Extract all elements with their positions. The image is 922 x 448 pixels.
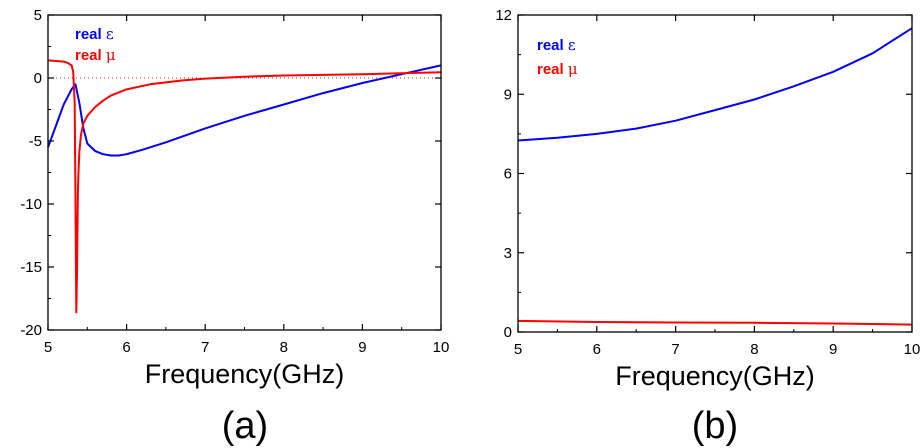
y-tick-label: 12 — [495, 7, 512, 24]
x-tick-label: 6 — [122, 339, 130, 356]
series-line-real-epsilon — [47, 64, 442, 157]
y-tick-label: 0 — [34, 70, 42, 87]
legend-entry-real-epsilon: real ε — [75, 25, 114, 43]
legend-text: real — [75, 47, 106, 64]
x-tick-label: 7 — [671, 341, 679, 358]
legend-symbol: μ — [568, 60, 578, 78]
y-tick-label: 3 — [504, 245, 512, 262]
legend-symbol: ε — [568, 36, 576, 54]
legend-entry-real-epsilon: real ε — [537, 36, 576, 54]
panel-label: (b) — [692, 405, 738, 447]
legend-text: real — [75, 26, 106, 43]
x-tick-label: 8 — [280, 339, 288, 356]
y-tick-label: -5 — [29, 133, 42, 150]
legend-symbol: ε — [106, 25, 114, 43]
x-tick-label: 5 — [514, 341, 522, 358]
y-tick-label: 5 — [34, 7, 42, 24]
y-tick-label: 6 — [504, 166, 512, 183]
legend-symbol: μ — [106, 46, 116, 64]
x-axis-title: Frequency(GHz) — [615, 361, 815, 391]
x-tick-label: 9 — [829, 341, 837, 358]
series-line-real-mu — [517, 319, 913, 326]
y-tick-label: 9 — [504, 86, 512, 103]
x-tick-label: 5 — [44, 339, 52, 356]
series-line-real-mu — [47, 59, 442, 314]
x-tick-label: 6 — [593, 341, 601, 358]
x-axis-title: Frequency(GHz) — [145, 359, 345, 389]
y-tick-label: 0 — [504, 324, 512, 341]
series-line-real-epsilon — [517, 27, 913, 142]
y-tick-label: -15 — [20, 259, 42, 276]
legend-entry-real-mu: real μ — [75, 46, 116, 64]
chart-panel-a: 5 6 7 8 9 10 5 0 -5 -10 -15 -20 Frequency(GHz) (a) rea… — [20, 7, 449, 447]
y-tick-label: -20 — [20, 322, 42, 339]
x-tick-label: 10 — [904, 341, 921, 358]
x-tick-label: 7 — [201, 339, 209, 356]
x-tick-label: 10 — [433, 339, 450, 356]
legend-entry-real-mu: real μ — [537, 60, 578, 78]
legend-text: real — [537, 61, 568, 78]
legend-text: real — [537, 37, 568, 54]
y-tick-label: -10 — [20, 196, 42, 213]
x-tick-label: 8 — [750, 341, 758, 358]
x-tick-label: 9 — [358, 339, 366, 356]
panel-label: (a) — [222, 405, 268, 447]
